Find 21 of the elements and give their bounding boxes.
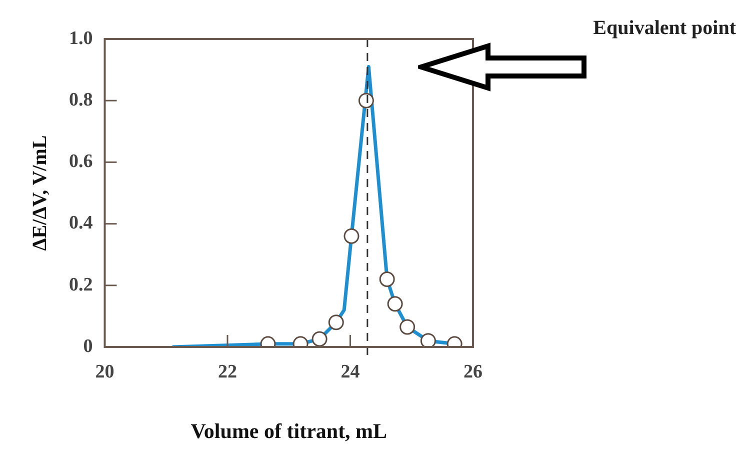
point [328,314,344,330]
x-tick-label: 24 [340,361,360,382]
point [344,228,360,244]
y-tick-label: 1.0 [69,28,93,49]
x-tick-label: 26 [464,361,482,382]
y-tick-label: 0.2 [69,274,93,296]
point [379,271,395,287]
x-tick-label: 22 [218,361,237,382]
x-axis-title: Volume of titrant, mL [190,418,388,443]
point [312,331,328,347]
x-tick-label: 20 [95,361,114,382]
point [400,319,416,335]
text: Equivalent point [593,17,736,40]
y-tick-label: 0.8 [69,90,93,111]
y-tick-label: 0.4 [69,212,94,234]
point [358,92,374,108]
y-tick-label: 0.6 [69,151,93,172]
point [387,296,403,312]
y-axis-title: ΔE/ΔV, V/mL [29,135,52,251]
y-tick-label: 0 [83,336,93,357]
point [420,333,436,347]
